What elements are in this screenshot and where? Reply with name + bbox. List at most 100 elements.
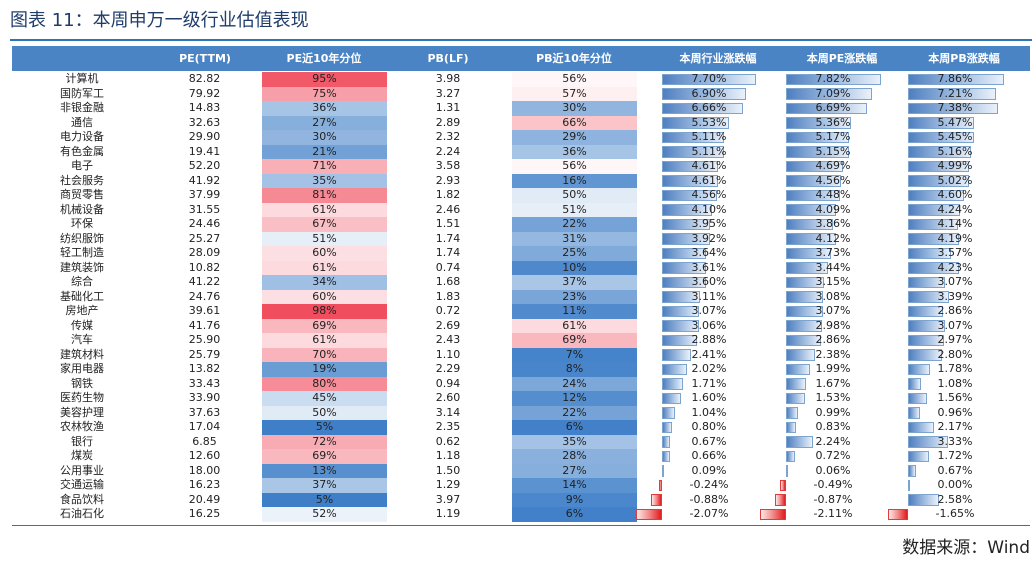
pe-value: 37.99 xyxy=(188,188,221,201)
table-row: 美容护理 37.63 50% 3.14 22% 1.04% 0.99% 0.96% xyxy=(12,405,1030,420)
pb_chg-value: 4.14% xyxy=(937,217,973,230)
pb_pct-cell: 7% xyxy=(512,347,637,362)
pe_pct-cell: 95% xyxy=(262,72,387,87)
pe_chg-value: 2.38% xyxy=(815,347,851,361)
pb-value: 1.51 xyxy=(435,217,461,230)
pe_pct-cell: 80% xyxy=(262,376,387,391)
chg-bar xyxy=(662,146,725,158)
pe_chg-value: -2.11% xyxy=(813,507,853,520)
pe_pct-cell: 61% xyxy=(262,202,387,217)
pb_pct-cell: 56% xyxy=(512,72,637,87)
pb_chg-bar xyxy=(908,349,943,361)
pb_pct-cell: 12% xyxy=(512,391,637,406)
column-header-5: 本周行业涨跌幅 xyxy=(679,52,757,65)
chg-value: 5.11% xyxy=(691,144,727,158)
pe_chg-bar xyxy=(760,508,786,520)
pb-value: 2.69 xyxy=(435,318,461,332)
pe_chg-value: 2.98% xyxy=(815,318,851,332)
pb_chg-bar xyxy=(908,175,969,187)
table-header: PE(TTM) PE近10年分位 PB(LF) PB近10年分位 本周行业涨跌幅 本周PE… xyxy=(12,46,1030,71)
pe_pct-cell: 51% xyxy=(262,231,387,246)
pb_chg-bar xyxy=(908,160,969,172)
pe_chg-bar xyxy=(786,88,873,100)
table-row: 有色金属 19.41 21% 2.24 36% 5.11% 5.15% 5.16% xyxy=(12,144,1030,159)
pb-value: 3.98 xyxy=(435,72,461,85)
industry-label: 计算机 xyxy=(65,72,99,85)
pe_chg-value: 3.73% xyxy=(815,246,851,259)
pb_chg-value: 5.02% xyxy=(937,173,973,187)
pe_chg-bar xyxy=(775,494,786,506)
pb_chg-value: 2.58% xyxy=(937,492,973,506)
pe_chg-bar xyxy=(786,465,788,477)
column-header-0 xyxy=(22,46,142,71)
pb-value: 2.24 xyxy=(435,144,461,158)
pb_chg-bar xyxy=(887,508,908,520)
pe-value: 52.20 xyxy=(188,159,221,172)
industry-label: 有色金属 xyxy=(60,144,104,158)
pb_chg-value: 1.78% xyxy=(937,362,973,375)
pb_pct-cell: 24% xyxy=(512,376,637,391)
pe_pct-cell: 81% xyxy=(262,188,387,203)
pb-value: 1.10 xyxy=(435,347,461,361)
pe_chg-bar xyxy=(786,363,811,375)
table-row: 食品饮料 20.49 5% 3.97 9% -0.88% -0.87% 2.58% xyxy=(12,492,1030,507)
pe-value: 28.09 xyxy=(188,246,221,259)
pb_pct-cell: 31% xyxy=(512,231,637,246)
chg-bar xyxy=(662,131,725,143)
pe-value: 10.82 xyxy=(188,260,221,274)
pb-value: 2.43 xyxy=(435,333,461,346)
chg-value: 4.10% xyxy=(691,202,727,216)
pe-value: 32.63 xyxy=(188,115,221,129)
pe-value: 13.82 xyxy=(188,362,221,375)
table-row: 电力设备 29.90 30% 2.32 29% 5.11% 5.17% 5.45% xyxy=(12,130,1030,145)
pe_chg-value: 3.07% xyxy=(815,304,851,317)
pb_chg-value: 4.60% xyxy=(937,188,973,201)
industry-label: 轻工制造 xyxy=(60,246,104,259)
pb_pct-cell: 35% xyxy=(512,434,637,449)
pe_chg-bar xyxy=(786,189,841,201)
pb_chg-bar xyxy=(908,392,927,404)
pb-value: 2.46 xyxy=(435,202,461,216)
pe_chg-value: -0.87% xyxy=(813,492,853,506)
pb-value: 1.74 xyxy=(435,231,461,245)
pe_pct-cell: 69% xyxy=(262,449,387,464)
chg-bar xyxy=(651,494,662,506)
pe-value: 14.83 xyxy=(188,101,221,114)
pe-value: 79.92 xyxy=(188,86,221,100)
pe_chg-bar xyxy=(786,276,825,288)
pb-value: 0.74 xyxy=(435,260,461,274)
chg-value: 1.04% xyxy=(691,405,727,419)
table-row: 社会服务 41.92 35% 2.93 16% 4.61% 4.56% 5.02% xyxy=(12,173,1030,188)
industry-label: 机械设备 xyxy=(60,202,104,216)
pe-value: 25.27 xyxy=(188,231,221,245)
pe_chg-value: 3.44% xyxy=(815,260,851,274)
chg-value: 1.60% xyxy=(691,391,727,404)
pe_pct-cell: 50% xyxy=(262,405,387,420)
pe_chg-bar xyxy=(786,73,882,85)
pe_chg-value: 7.09% xyxy=(815,86,851,100)
pe_chg-bar xyxy=(786,291,824,303)
chg-value: 4.56% xyxy=(691,188,727,201)
pb_chg-value: 7.21% xyxy=(937,86,973,100)
pe_chg-value: 5.17% xyxy=(815,130,851,143)
pe-value: 31.55 xyxy=(188,202,221,216)
pe_chg-bar xyxy=(786,131,849,143)
pe_chg-value: 2.24% xyxy=(815,434,851,448)
pb_chg-value: 3.39% xyxy=(937,289,973,303)
pe_chg-bar xyxy=(786,262,828,274)
table-row: 传媒 41.76 69% 2.69 61% 3.06% 2.98% 3.07% xyxy=(12,318,1030,333)
pe_chg-value: 1.67% xyxy=(815,376,851,390)
chg-value: 3.07% xyxy=(691,304,727,317)
industry-label: 交通运输 xyxy=(60,478,104,491)
pb_pct-cell: 37% xyxy=(512,275,637,290)
pe_chg-value: 4.56% xyxy=(815,173,851,187)
pb-value: 1.74 xyxy=(435,246,461,259)
industry-label: 社会服务 xyxy=(60,173,104,187)
pe_chg-value: 0.72% xyxy=(815,449,851,462)
table-row: 石油石化 16.25 52% 1.19 6% -2.07% -2.11% -1.65% xyxy=(12,507,1030,522)
industry-label: 综合 xyxy=(71,275,93,288)
pe-value: 25.79 xyxy=(188,347,221,361)
pe_pct-cell: 75% xyxy=(262,86,387,101)
pe_chg-value: 3.08% xyxy=(815,289,851,303)
column-header-3: PB(LF) xyxy=(427,52,469,65)
